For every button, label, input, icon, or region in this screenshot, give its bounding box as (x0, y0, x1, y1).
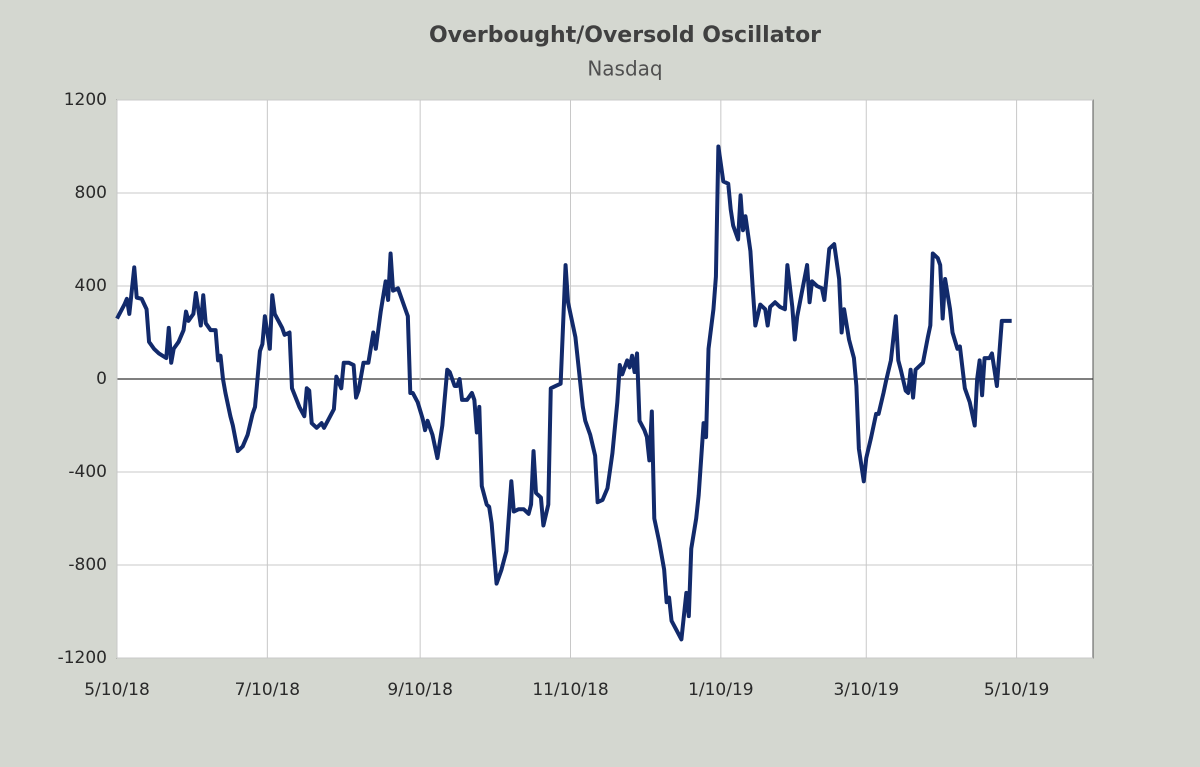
x-tick-label: 9/10/18 (387, 680, 453, 700)
x-tick-label: 7/10/18 (235, 680, 301, 700)
chart-subtitle: Nasdaq (587, 57, 662, 81)
chart-title: Overbought/Oversold Oscillator (429, 23, 821, 48)
x-tick-label: 3/10/19 (833, 680, 899, 700)
x-tick-label: 1/10/19 (688, 680, 754, 700)
x-tick-label: 5/10/18 (84, 680, 150, 700)
y-tick-label: -1200 (58, 648, 107, 668)
y-tick-label: 0 (96, 369, 107, 389)
y-tick-label: -800 (68, 555, 107, 575)
y-tick-label: 400 (75, 276, 107, 296)
x-tick-label: 5/10/19 (984, 680, 1050, 700)
y-tick-label: 800 (75, 183, 107, 203)
y-tick-label: 1200 (64, 90, 107, 110)
x-tick-label: 11/10/18 (532, 680, 608, 700)
y-tick-label: -400 (68, 462, 107, 482)
data-line (115, 144, 1012, 642)
